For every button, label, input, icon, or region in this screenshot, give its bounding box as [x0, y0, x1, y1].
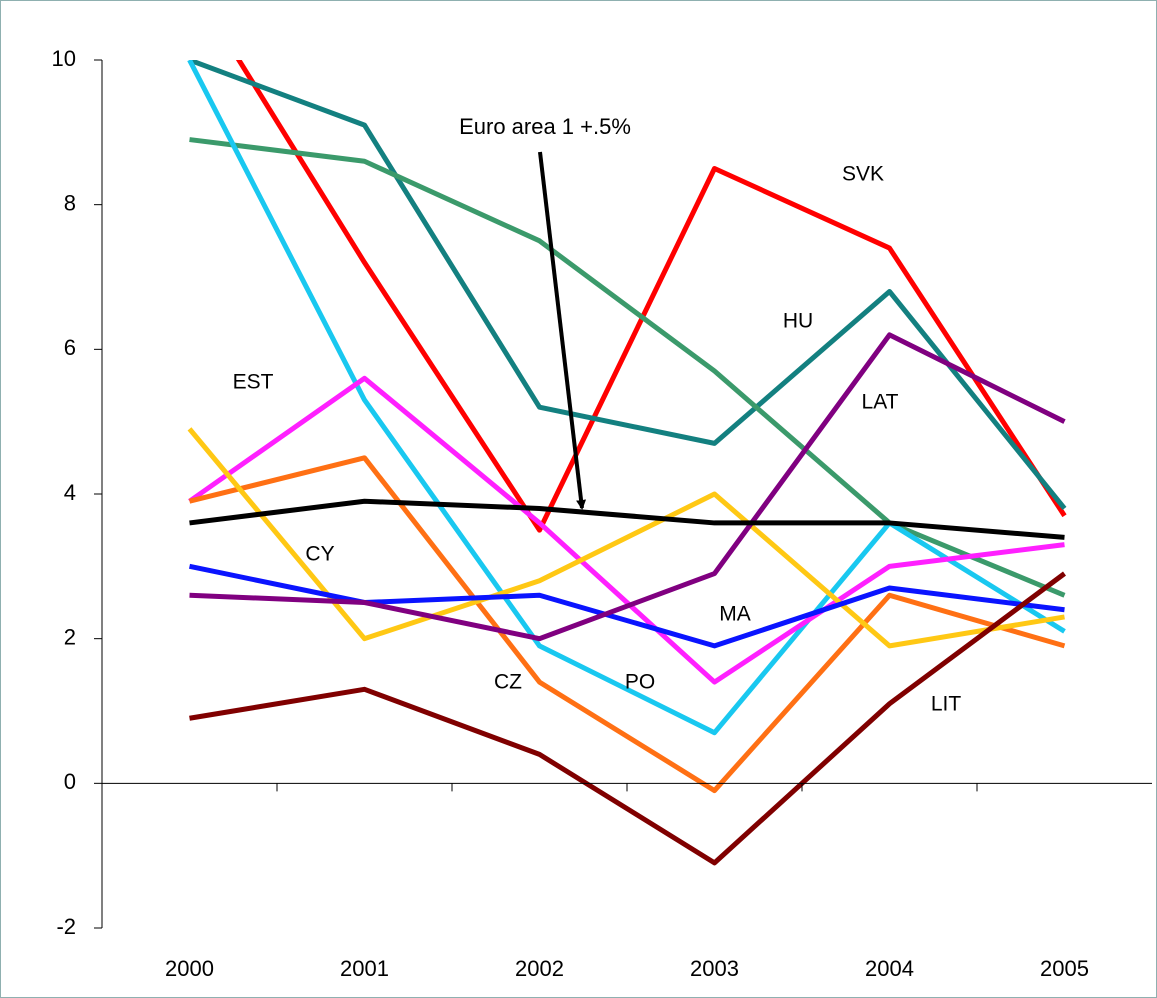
annotation: LIT	[931, 693, 962, 716]
y-tick-label: 4	[64, 480, 76, 505]
x-tick-label: 2000	[165, 956, 214, 981]
series-line	[187, 60, 1066, 736]
annotation: PO	[625, 671, 655, 694]
y-tick-label: 10	[52, 46, 76, 71]
y-tick-label: 2	[64, 624, 76, 649]
series-line	[188, 563, 1065, 649]
y-tick-label: 0	[64, 769, 76, 794]
annotation: EST	[233, 371, 274, 394]
annotation: CY	[305, 543, 334, 566]
x-tick-label: 2001	[340, 956, 389, 981]
series-line	[188, 60, 1067, 511]
annotation: HU	[783, 310, 813, 333]
annotation: MA	[719, 603, 751, 626]
series-line	[188, 455, 1066, 794]
x-tick-label: 2003	[690, 956, 739, 981]
series-line	[235, 60, 1067, 533]
series-line	[189, 137, 1066, 598]
plot-lines	[187, 60, 1067, 866]
annotation-arrow	[538, 151, 587, 510]
annotation: SVK	[842, 163, 884, 186]
annotation: CZ	[494, 671, 522, 694]
annotation: LAT	[862, 391, 899, 414]
x-tick-label: 2004	[865, 956, 914, 981]
y-tick-label: -2	[56, 914, 76, 939]
series-line	[188, 375, 1065, 685]
series-line	[189, 498, 1065, 540]
series-line	[189, 332, 1066, 642]
x-tick-label: 2002	[515, 956, 564, 981]
y-tick-label: 8	[64, 190, 76, 215]
y-tick-label: 6	[64, 335, 76, 360]
series-line	[189, 571, 1066, 866]
annotation: Euro area 1 +.5%	[459, 114, 631, 139]
x-tick-label: 2005	[1040, 956, 1089, 981]
